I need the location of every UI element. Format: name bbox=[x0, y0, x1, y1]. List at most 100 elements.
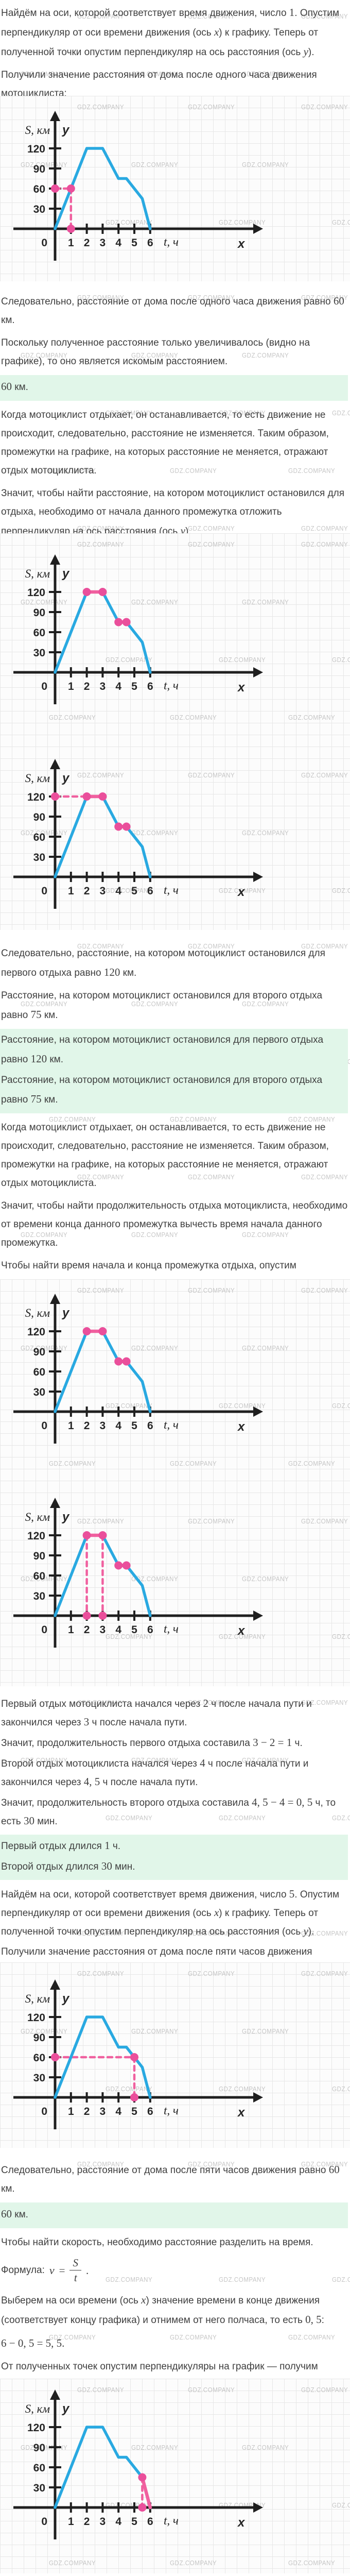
origin-label: 0 bbox=[41, 237, 47, 249]
marker-dot bbox=[122, 1561, 131, 1570]
x-tick-label: 2 bbox=[84, 681, 90, 692]
y-axis-title: S, км bbox=[25, 1307, 50, 1319]
x-tick-label: 4 bbox=[115, 1624, 121, 1636]
x-axis-variable: x bbox=[237, 1624, 246, 1638]
x-axis-title: t, ч bbox=[164, 1418, 179, 1431]
x-tick-label: 2 bbox=[84, 1420, 90, 1432]
paragraph: Второй отдых мотоциклиста начался через … bbox=[1, 1757, 309, 1788]
paragraph: Чтобы найти время начала и конца промежу… bbox=[1, 1260, 314, 1279]
x-axis-variable: x bbox=[237, 2516, 246, 2530]
x-axis-arrow-icon bbox=[253, 224, 263, 234]
x-tick-label: 4 bbox=[115, 2106, 121, 2117]
distance-line bbox=[54, 2015, 152, 2099]
paragraph-intro-2: Получили значение расстояния от дома пос… bbox=[1, 70, 317, 96]
y-axis-arrow-icon bbox=[50, 1498, 60, 1508]
marker-dot bbox=[82, 1531, 91, 1539]
origin-label: 0 bbox=[41, 885, 47, 897]
x-tick-label: 5 bbox=[131, 1624, 137, 1636]
y-axis-variable: y bbox=[62, 123, 70, 137]
x-axis-variable: x bbox=[237, 237, 246, 251]
paragraph: От полученных точек опустим перпендикуля… bbox=[1, 2361, 318, 2372]
y-axis-title: S, км bbox=[25, 772, 50, 785]
x-axis-variable: x bbox=[237, 1420, 246, 1434]
graph-band-6: GDZ.COMPANY GDZ.COMPANY GDZ.COMPANY GDZ.COM… bbox=[0, 1962, 350, 2148]
marker-dot bbox=[130, 2053, 138, 2061]
marker-dot bbox=[82, 588, 91, 596]
x-tick-label: 5 bbox=[131, 2516, 137, 2528]
paragraph: Следовательно, расстояние от дома после … bbox=[1, 2163, 340, 2194]
section-intro: GDZ.COMPANY GDZ.COMPANY GDZ.COMPANY GDZ.COM… bbox=[0, 0, 350, 96]
x-tick-label: 2 bbox=[84, 1624, 90, 1636]
y-axis-title: S, км bbox=[25, 1511, 50, 1523]
paragraph: Следовательно, расстояние от дома после … bbox=[1, 295, 344, 326]
y-tick-label: 120 bbox=[27, 2012, 45, 2024]
paragraph: Найдём на оси, которой соответствует вре… bbox=[1, 1888, 340, 1937]
y-axis-title: S, км bbox=[25, 124, 50, 137]
section-after-1h: GDZ.COMPANY GDZ.COMPANY GDZ.COMPANY GDZ.COM… bbox=[0, 281, 350, 533]
fraction-denominator: t bbox=[74, 2272, 77, 2284]
y-axis-arrow-icon bbox=[50, 111, 60, 121]
y-tick-label: 60 bbox=[33, 183, 45, 195]
x-tick-label: 3 bbox=[100, 681, 106, 692]
equals-sign: = bbox=[59, 2264, 65, 2277]
x-tick-label: 5 bbox=[131, 237, 137, 249]
x-tick-label: 1 bbox=[68, 885, 74, 897]
y-axis-variable: y bbox=[62, 1510, 70, 1524]
marker-dot bbox=[114, 1561, 123, 1570]
x-tick-label: 1 bbox=[68, 1420, 74, 1432]
y-axis-arrow-icon bbox=[50, 554, 60, 565]
y-axis-variable: y bbox=[62, 1306, 70, 1320]
origin-label: 0 bbox=[41, 681, 47, 692]
x-tick-label: 2 bbox=[84, 237, 90, 249]
marker-dot bbox=[82, 792, 91, 801]
y-tick-label: 120 bbox=[27, 587, 45, 599]
paragraph: Когда мотоциклист отдыхает, он останавли… bbox=[1, 1122, 329, 1189]
paragraph-intro: Найдём на оси, которой соответствует вре… bbox=[1, 6, 340, 58]
y-axis-arrow-icon bbox=[50, 2389, 60, 2400]
formula-variable: v bbox=[49, 2263, 55, 2277]
marker-dot bbox=[114, 822, 123, 831]
y-axis-arrow-icon bbox=[50, 1294, 60, 1304]
distance-line bbox=[54, 1330, 152, 1413]
marker-dot bbox=[98, 1612, 107, 1620]
x-tick-label: 4 bbox=[115, 885, 121, 897]
y-axis-title: S, км bbox=[25, 567, 50, 580]
marker-dot bbox=[51, 184, 59, 193]
y-axis-variable: y bbox=[62, 771, 70, 785]
y-tick-label: 90 bbox=[33, 811, 45, 823]
marker-dot bbox=[122, 618, 131, 626]
highlight-segment bbox=[141, 2476, 152, 2510]
answer-text: Первый отдых длился 1 ч. bbox=[1, 1839, 121, 1852]
x-axis-arrow-icon bbox=[253, 2502, 263, 2513]
y-tick-label: 90 bbox=[33, 2032, 45, 2044]
distance-line bbox=[54, 2426, 152, 2509]
x-tick-label: 5 bbox=[131, 1420, 137, 1432]
x-tick-label: 6 bbox=[147, 681, 153, 692]
paragraph: 6 − 0, 5 = 5, 5. bbox=[1, 2337, 65, 2349]
x-axis-title: t, ч bbox=[164, 2104, 179, 2117]
x-axis-variable: x bbox=[237, 681, 246, 694]
x-tick-label: 5 bbox=[131, 885, 137, 897]
paragraph: Поскольку полученное расстояние только у… bbox=[1, 337, 310, 367]
x-tick-label: 2 bbox=[84, 2516, 90, 2528]
paragraph: Расстояние, на котором мотоциклист остан… bbox=[1, 990, 323, 1021]
graph-band-7: GDZ.COMPANY GDZ.COMPANY GDZ.COMPANY GDZ.COM… bbox=[0, 2379, 350, 2573]
marker-dot bbox=[114, 618, 123, 626]
x-tick-label: 3 bbox=[100, 237, 106, 249]
x-tick-label: 2 bbox=[84, 2106, 90, 2117]
paragraph: Выберем на оси времени (ось x) значение … bbox=[1, 2294, 324, 2326]
formula-lead: Формула: bbox=[1, 2264, 45, 2276]
paragraph: Значит, продолжительность второго отдыха… bbox=[1, 1796, 336, 1827]
y-tick-label: 90 bbox=[33, 2442, 45, 2454]
y-tick-label: 60 bbox=[33, 832, 45, 843]
y-tick-label: 30 bbox=[33, 2482, 45, 2494]
y-tick-label: 90 bbox=[33, 163, 45, 175]
y-tick-label: 60 bbox=[33, 627, 45, 639]
y-tick-label: 120 bbox=[27, 1326, 45, 1338]
answer-highlight-rest-durations: Первый отдых длился 1 ч. Второй отдых дл… bbox=[0, 1835, 348, 1880]
